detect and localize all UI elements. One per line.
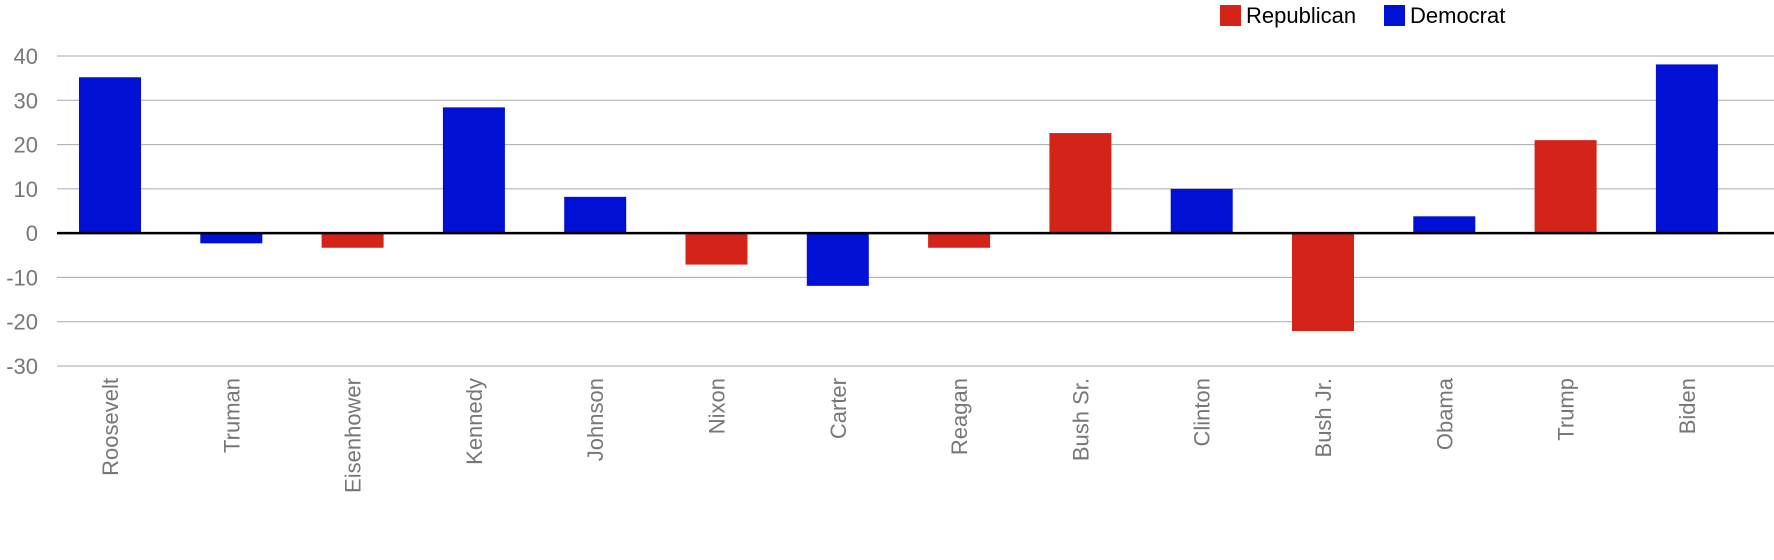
x-category-label: Nixon [705, 378, 730, 434]
y-tick-label: 20 [14, 133, 38, 158]
bar-obama [1413, 216, 1476, 234]
y-tick-label: 40 [14, 44, 38, 69]
bar-nixon [685, 233, 748, 265]
x-category-label: Biden [1675, 378, 1700, 434]
legend-label-democrat: Democrat [1410, 3, 1505, 28]
x-axis-categories: Roosevelt Truman Eisenhower Kennedy Johnson N… [98, 377, 1700, 493]
bar-kennedy [442, 107, 505, 234]
x-category-label: Obama [1432, 377, 1457, 450]
bars [79, 64, 1718, 332]
bar-clinton [1170, 188, 1233, 234]
bar-trump [1534, 140, 1597, 234]
x-category-label: Trump [1554, 378, 1579, 441]
y-tick-label: 0 [26, 221, 38, 246]
x-category-label: Johnson [583, 378, 608, 461]
bar-biden [1655, 64, 1718, 234]
legend-swatch-republican [1220, 5, 1241, 26]
bar-truman [200, 233, 263, 244]
bar-johnson [564, 196, 627, 234]
x-category-label: Kennedy [462, 378, 487, 465]
bar-bush-sr [1049, 133, 1112, 234]
legend: Republican Democrat [1220, 3, 1505, 28]
bar-reagan [928, 233, 991, 248]
x-category-label: Truman [219, 378, 244, 453]
y-axis-ticks: 40 30 20 10 0 -10 -20 -30 [6, 44, 38, 379]
x-category-label: Bush Sr. [1068, 378, 1093, 461]
legend-label-republican: Republican [1246, 3, 1356, 28]
bar-carter [806, 233, 869, 286]
bar-eisenhower [321, 233, 384, 248]
x-category-label: Carter [826, 378, 851, 439]
x-category-label: Eisenhower [341, 378, 366, 493]
y-tick-label: 10 [14, 177, 38, 202]
y-tick-label: -20 [6, 310, 38, 335]
bar-bush-jr [1292, 233, 1354, 332]
y-tick-label: -30 [6, 354, 38, 379]
gridlines [57, 55, 1774, 367]
legend-swatch-democrat [1384, 5, 1405, 26]
x-category-label: Roosevelt [98, 378, 123, 476]
y-tick-label: 30 [14, 88, 38, 113]
x-category-label: Reagan [947, 378, 972, 455]
x-category-label: Bush Jr. [1311, 378, 1336, 457]
x-category-label: Clinton [1190, 378, 1215, 446]
bar-roosevelt [79, 77, 141, 234]
y-tick-label: -10 [6, 265, 38, 290]
